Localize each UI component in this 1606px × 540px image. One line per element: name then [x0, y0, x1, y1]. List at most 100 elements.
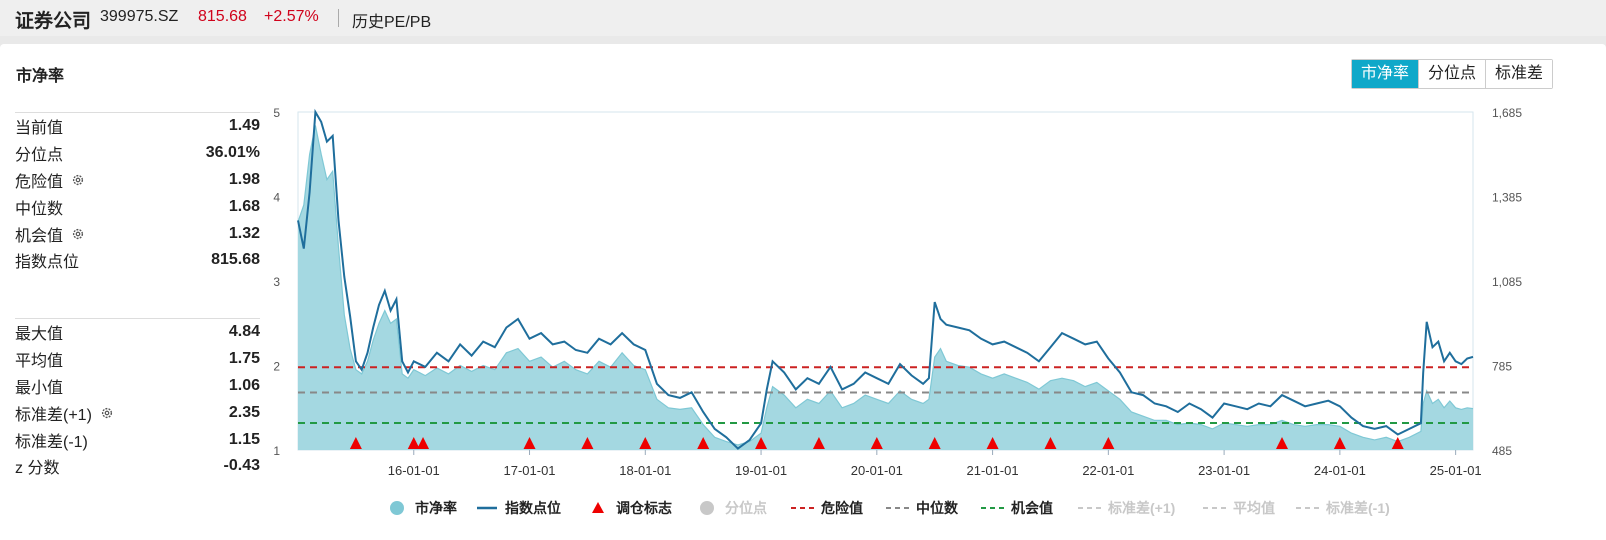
stat-value: 1.75: [228, 350, 260, 368]
stat-label-text: 最小值: [15, 379, 64, 397]
stat-label: 标准差(+1): [15, 401, 114, 425]
pb-area: [298, 125, 1473, 450]
stat-label: 分位点: [15, 141, 63, 165]
rebalance-marker[interactable]: [417, 437, 430, 449]
stats-historical: 最大值 4.84 平均值 1.75 最小值 1.06 标准差(+1) 2.35 标准差(-1) 1…: [15, 318, 260, 480]
legend-item[interactable]: 中位数: [886, 500, 959, 516]
rebalance-marker[interactable]: [1333, 437, 1346, 449]
stat-row: 标准差(-1) 1.15: [15, 426, 260, 453]
y-left-tick-label: 3: [273, 275, 280, 289]
stat-value: 1.49: [228, 117, 260, 135]
stat-label: 危险值: [15, 168, 85, 192]
stat-label-text: 指数点位: [15, 254, 80, 272]
legend-label: 市净率: [415, 500, 457, 516]
rebalance-marker[interactable]: [639, 437, 652, 449]
y-left-tick-label: 1: [273, 444, 280, 458]
rebalance-marker[interactable]: [986, 437, 999, 449]
legend-item[interactable]: 标准差(+1): [1078, 500, 1175, 516]
stat-label: 最大值: [15, 320, 63, 344]
stat-row: 最大值 4.84: [15, 319, 260, 346]
stat-value: 2.35: [228, 403, 260, 421]
legend-symbol: [700, 501, 714, 515]
index-price: 815.68: [198, 8, 247, 25]
index-line: [297, 108, 1474, 450]
pb-line: [297, 125, 1474, 446]
stat-row: 危险值 1.98: [15, 167, 260, 194]
rebalance-marker[interactable]: [523, 437, 536, 449]
tab-pb[interactable]: 市净率: [1352, 60, 1419, 88]
stat-label-text: z 分数: [15, 460, 60, 478]
y-left-tick-label: 4: [273, 191, 280, 205]
stat-label: 中位数: [15, 195, 63, 219]
legend-label: 平均值: [1233, 500, 1275, 516]
x-tick-label: 20-01-01: [851, 463, 903, 478]
gear-icon[interactable]: [100, 406, 114, 420]
stat-label-text: 中位数: [15, 200, 64, 218]
legend-label: 标准差(-1): [1325, 500, 1390, 516]
legend-item[interactable]: 标准差(-1): [1296, 500, 1390, 516]
x-tick-label: 16-01-01: [388, 463, 440, 478]
stat-row: 分位点 36.01%: [15, 140, 260, 167]
stat-label: 最小值: [15, 374, 63, 398]
rebalance-marker[interactable]: [581, 437, 594, 449]
y-right-tick-label: 1,685: [1492, 106, 1522, 120]
stat-label: 机会值: [15, 222, 85, 246]
legend-item[interactable]: 调仓标志: [592, 500, 672, 516]
stat-label: z 分数: [15, 454, 59, 478]
stat-row: 指数点位 815.68: [15, 247, 260, 274]
stat-label-text: 最大值: [15, 326, 64, 344]
x-tick-label: 17-01-01: [504, 463, 556, 478]
stat-row: 机会值 1.32: [15, 220, 260, 247]
stat-value: 4.84: [228, 323, 260, 341]
tab-std-dev[interactable]: 标准差: [1485, 60, 1553, 88]
stat-value: 1.32: [228, 224, 260, 242]
rebalance-marker[interactable]: [1102, 437, 1115, 449]
stat-value: 1.15: [228, 430, 260, 448]
x-tick-label: 23-01-01: [1198, 463, 1250, 478]
stat-label: 当前值: [15, 114, 63, 138]
legend-symbol: [592, 502, 604, 513]
rebalance-marker[interactable]: [1391, 437, 1404, 449]
stat-row: 平均值 1.75: [15, 346, 260, 373]
y-right-tick-label: 1,085: [1492, 275, 1522, 289]
legend-item[interactable]: 危险值: [791, 500, 863, 516]
y-left-tick-label: 2: [273, 360, 280, 374]
stat-value: 1.06: [228, 376, 260, 394]
rebalance-marker[interactable]: [407, 437, 420, 449]
legend-item[interactable]: 市净率: [390, 500, 457, 516]
rebalance-marker[interactable]: [1275, 437, 1288, 449]
rebalance-marker[interactable]: [870, 437, 883, 449]
index-name: 证券公司: [15, 11, 92, 32]
rebalance-marker[interactable]: [812, 437, 825, 449]
stat-label-text: 平均值: [15, 353, 64, 371]
legend-item[interactable]: 平均值: [1203, 500, 1275, 516]
rebalance-marker[interactable]: [755, 437, 768, 449]
valuation-panel: 市净率 市净率 分位点 标准差 当前值 1.49 分位点 36.01% 危险值 1.98 中…: [0, 44, 1606, 540]
legend-item[interactable]: 机会值: [981, 500, 1053, 516]
stat-label-text: 当前值: [15, 120, 64, 138]
rebalance-marker[interactable]: [349, 437, 362, 449]
legend-item[interactable]: 指数点位: [477, 500, 561, 516]
stat-row: 当前值 1.49: [15, 113, 260, 140]
stat-label-text: 标准差(-1): [15, 433, 88, 451]
x-tick-label: 22-01-01: [1082, 463, 1134, 478]
stats-current: 当前值 1.49 分位点 36.01% 危险值 1.98 中位数 1.68 机会值 1.32 指数点…: [15, 112, 260, 274]
legend-label: 危险值: [820, 500, 863, 516]
stat-value: -0.43: [223, 457, 260, 475]
stat-label-text: 标准差(+1): [15, 406, 92, 424]
rebalance-marker[interactable]: [697, 437, 710, 449]
page-link-history-pe-pb[interactable]: 历史PE/PB: [352, 14, 432, 31]
stat-label: 平均值: [15, 347, 63, 371]
gear-icon[interactable]: [71, 173, 85, 187]
pb-chart: 1 2 3 4 5 485 785 1,085 1,385 1,685 16-01-01 17-01-…: [273, 106, 1522, 516]
stat-value: 1.98: [228, 170, 260, 188]
legend-label: 分位点: [725, 500, 767, 516]
x-tick-label: 24-01-01: [1314, 463, 1366, 478]
legend-label: 指数点位: [505, 500, 561, 516]
x-tick-label: 25-01-01: [1430, 463, 1482, 478]
rebalance-marker[interactable]: [928, 437, 941, 449]
legend-item[interactable]: 分位点: [700, 500, 767, 516]
gear-icon[interactable]: [71, 227, 85, 241]
rebalance-marker[interactable]: [1044, 437, 1057, 449]
tab-percentile[interactable]: 分位点: [1418, 60, 1486, 88]
